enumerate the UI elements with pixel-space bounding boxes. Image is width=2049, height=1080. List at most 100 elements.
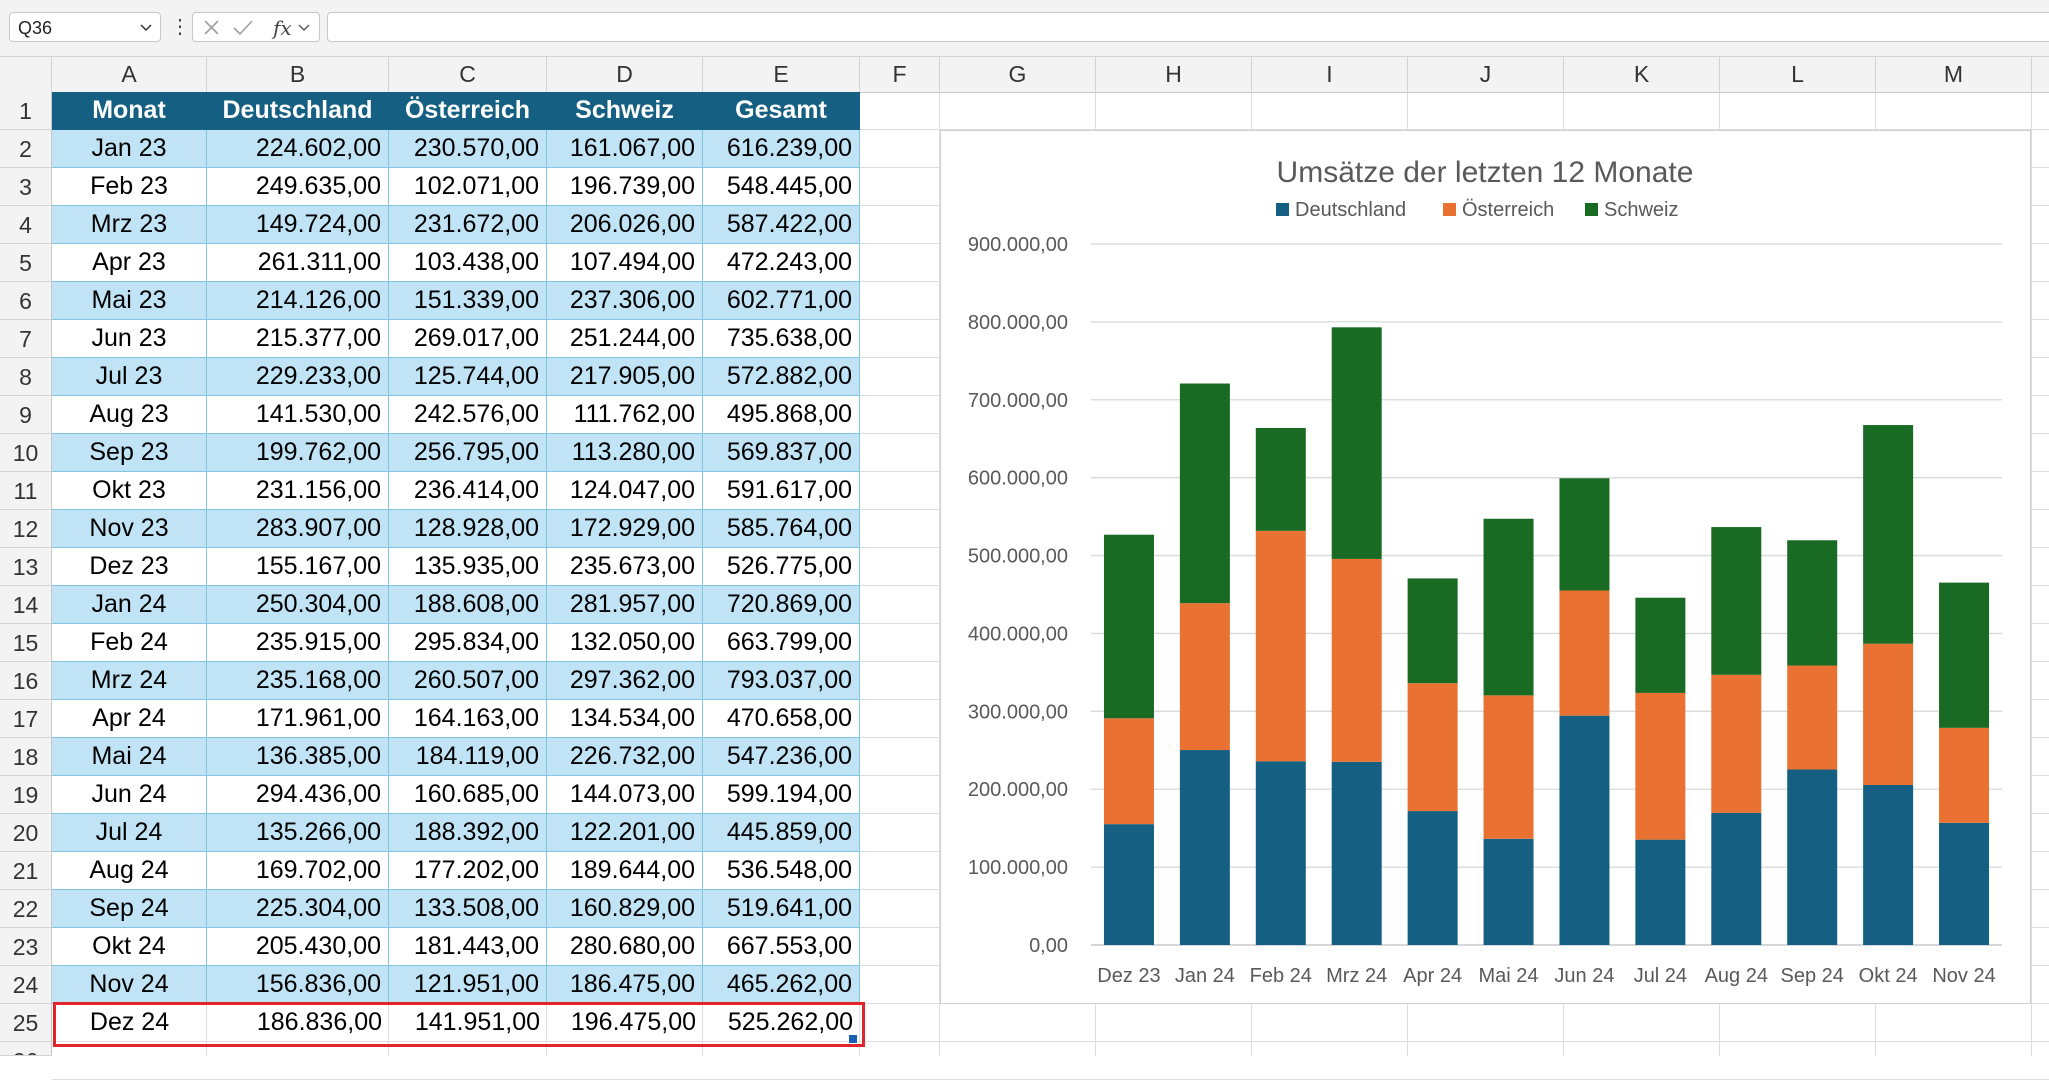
cell-oesterreich[interactable]: 164.163,00 bbox=[389, 700, 547, 738]
cell-gesamt[interactable]: 548.445,00 bbox=[703, 168, 860, 206]
cell-deutschland[interactable]: 186.836,00 bbox=[256, 1008, 382, 1036]
bar-segment-oesterreich[interactable] bbox=[1255, 530, 1306, 762]
cell-monat[interactable]: Mrz 23 bbox=[52, 206, 207, 244]
cell-schweiz[interactable]: 217.905,00 bbox=[547, 358, 703, 396]
cell-deutschland[interactable]: 250.304,00 bbox=[207, 586, 389, 624]
cell-gesamt[interactable]: 519.641,00 bbox=[703, 890, 860, 928]
cell-gesamt[interactable]: 525.262,00 bbox=[727, 1008, 853, 1036]
cell-oesterreich[interactable]: 231.672,00 bbox=[389, 206, 547, 244]
cell-gesamt[interactable]: 667.553,00 bbox=[703, 928, 860, 966]
table-header-schweiz[interactable]: Schweiz bbox=[547, 92, 703, 130]
cell-gesamt[interactable]: 472.243,00 bbox=[703, 244, 860, 282]
cell-schweiz[interactable]: 132.050,00 bbox=[547, 624, 703, 662]
cell-oesterreich[interactable]: 160.685,00 bbox=[389, 776, 547, 814]
cell-gesamt[interactable]: 599.194,00 bbox=[703, 776, 860, 814]
cell-schweiz[interactable]: 134.534,00 bbox=[547, 700, 703, 738]
cell-oesterreich[interactable]: 133.508,00 bbox=[389, 890, 547, 928]
bar-segment-schweiz[interactable] bbox=[1635, 597, 1686, 693]
cell-oesterreich[interactable]: 128.928,00 bbox=[389, 510, 547, 548]
bar-segment-schweiz[interactable] bbox=[1407, 578, 1458, 684]
row-header[interactable]: 3 bbox=[0, 168, 52, 206]
bar-segment-schweiz[interactable] bbox=[1179, 383, 1230, 604]
bar-segment-oesterreich[interactable] bbox=[1863, 643, 1914, 785]
row-header[interactable]: 6 bbox=[0, 282, 52, 320]
cell-deutschland[interactable]: 225.304,00 bbox=[207, 890, 389, 928]
cell-schweiz[interactable]: 237.306,00 bbox=[547, 282, 703, 320]
cell-oesterreich[interactable]: 102.071,00 bbox=[389, 168, 547, 206]
cell-gesamt[interactable]: 793.037,00 bbox=[703, 662, 860, 700]
cell-schweiz[interactable]: 226.732,00 bbox=[547, 738, 703, 776]
cell-monat[interactable]: Feb 23 bbox=[52, 168, 207, 206]
legend-label[interactable]: Österreich bbox=[1462, 199, 1554, 221]
column-header-b[interactable]: B bbox=[207, 57, 389, 92]
bar-segment-deutschland[interactable] bbox=[1103, 824, 1154, 945]
cell-oesterreich[interactable]: 188.392,00 bbox=[389, 814, 547, 852]
cell-deutschland[interactable]: 294.436,00 bbox=[207, 776, 389, 814]
row-header[interactable]: 17 bbox=[0, 700, 52, 738]
column-header-n[interactable] bbox=[2032, 57, 2049, 92]
bar-segment-deutschland[interactable] bbox=[1863, 784, 1914, 945]
cell-deutschland[interactable]: 261.311,00 bbox=[207, 244, 389, 282]
cell-monat[interactable]: Aug 24 bbox=[52, 852, 207, 890]
chart-title[interactable]: Umsätze der letzten 12 Monate bbox=[1277, 156, 1694, 189]
cell-gesamt[interactable]: 663.799,00 bbox=[703, 624, 860, 662]
cell-monat[interactable]: Mai 23 bbox=[52, 282, 207, 320]
cell-gesamt[interactable]: 616.239,00 bbox=[703, 130, 860, 168]
cell-deutschland[interactable]: 235.915,00 bbox=[207, 624, 389, 662]
cell-monat[interactable]: Jul 24 bbox=[52, 814, 207, 852]
column-header-m[interactable]: M bbox=[1876, 57, 2032, 92]
column-header-f[interactable]: F bbox=[860, 57, 940, 92]
cell-monat[interactable]: Mrz 24 bbox=[52, 662, 207, 700]
cell-monat[interactable]: Nov 24 bbox=[52, 966, 207, 1004]
cell-oesterreich[interactable]: 184.119,00 bbox=[389, 738, 547, 776]
cell-schweiz[interactable]: 122.201,00 bbox=[547, 814, 703, 852]
cell-deutschland[interactable]: 169.702,00 bbox=[207, 852, 389, 890]
bar-segment-schweiz[interactable] bbox=[1939, 582, 1990, 728]
cell-schweiz[interactable]: 160.829,00 bbox=[547, 890, 703, 928]
bar-segment-deutschland[interactable] bbox=[1559, 715, 1610, 945]
stacked-column-chart[interactable]: Umsätze der letzten 12 Monate 0,00 100.00… bbox=[940, 130, 2031, 1004]
table-header-monat[interactable]: Monat bbox=[52, 92, 207, 130]
fill-handle[interactable] bbox=[848, 1034, 858, 1044]
cell-deutschland[interactable]: 235.168,00 bbox=[207, 662, 389, 700]
bar-segment-schweiz[interactable] bbox=[1331, 327, 1382, 559]
row-header[interactable]: 22 bbox=[0, 890, 52, 928]
chevron-down-icon[interactable] bbox=[298, 24, 310, 31]
cell-schweiz[interactable]: 196.739,00 bbox=[547, 168, 703, 206]
cell-monat[interactable]: Jul 23 bbox=[52, 358, 207, 396]
cell-oesterreich[interactable]: 256.795,00 bbox=[389, 434, 547, 472]
cell-oesterreich[interactable]: 177.202,00 bbox=[389, 852, 547, 890]
cell-schweiz[interactable]: 172.929,00 bbox=[547, 510, 703, 548]
row-header[interactable]: 4 bbox=[0, 206, 52, 244]
cell-gesamt[interactable]: 720.869,00 bbox=[703, 586, 860, 624]
bar-segment-deutschland[interactable] bbox=[1939, 822, 1990, 945]
cell-gesamt[interactable]: 547.236,00 bbox=[703, 738, 860, 776]
cell-oesterreich[interactable]: 135.935,00 bbox=[389, 548, 547, 586]
row-header[interactable]: 21 bbox=[0, 852, 52, 890]
cell-monat[interactable]: Feb 24 bbox=[52, 624, 207, 662]
cell-oesterreich[interactable]: 269.017,00 bbox=[389, 320, 547, 358]
insert-function-icon[interactable]: fx bbox=[273, 16, 292, 40]
confirm-icon[interactable] bbox=[233, 20, 253, 36]
cell-oesterreich[interactable]: 141.951,00 bbox=[414, 1008, 540, 1036]
bar-segment-schweiz[interactable] bbox=[1711, 527, 1762, 675]
cell-deutschland[interactable]: 283.907,00 bbox=[207, 510, 389, 548]
cell-deutschland[interactable]: 224.602,00 bbox=[207, 130, 389, 168]
bar-segment-deutschland[interactable] bbox=[1711, 812, 1762, 945]
cell-deutschland[interactable]: 171.961,00 bbox=[207, 700, 389, 738]
bar-segment-deutschland[interactable] bbox=[1255, 761, 1306, 945]
more-options-icon[interactable]: ⋮ bbox=[170, 16, 190, 38]
cell-monat[interactable]: Nov 23 bbox=[52, 510, 207, 548]
row-header[interactable]: 12 bbox=[0, 510, 52, 548]
cell-deutschland[interactable]: 149.724,00 bbox=[207, 206, 389, 244]
row-header[interactable]: 10 bbox=[0, 434, 52, 472]
cell-schweiz[interactable]: 124.047,00 bbox=[547, 472, 703, 510]
table-header-gesamt[interactable]: Gesamt bbox=[703, 92, 860, 130]
cell-monat[interactable]: Jan 24 bbox=[52, 586, 207, 624]
cell-oesterreich[interactable]: 125.744,00 bbox=[389, 358, 547, 396]
bar-segment-oesterreich[interactable] bbox=[1559, 590, 1610, 716]
row-header[interactable]: 19 bbox=[0, 776, 52, 814]
cell-schweiz[interactable]: 107.494,00 bbox=[547, 244, 703, 282]
row-header[interactable]: 2 bbox=[0, 130, 52, 168]
cell-gesamt[interactable]: 445.859,00 bbox=[703, 814, 860, 852]
